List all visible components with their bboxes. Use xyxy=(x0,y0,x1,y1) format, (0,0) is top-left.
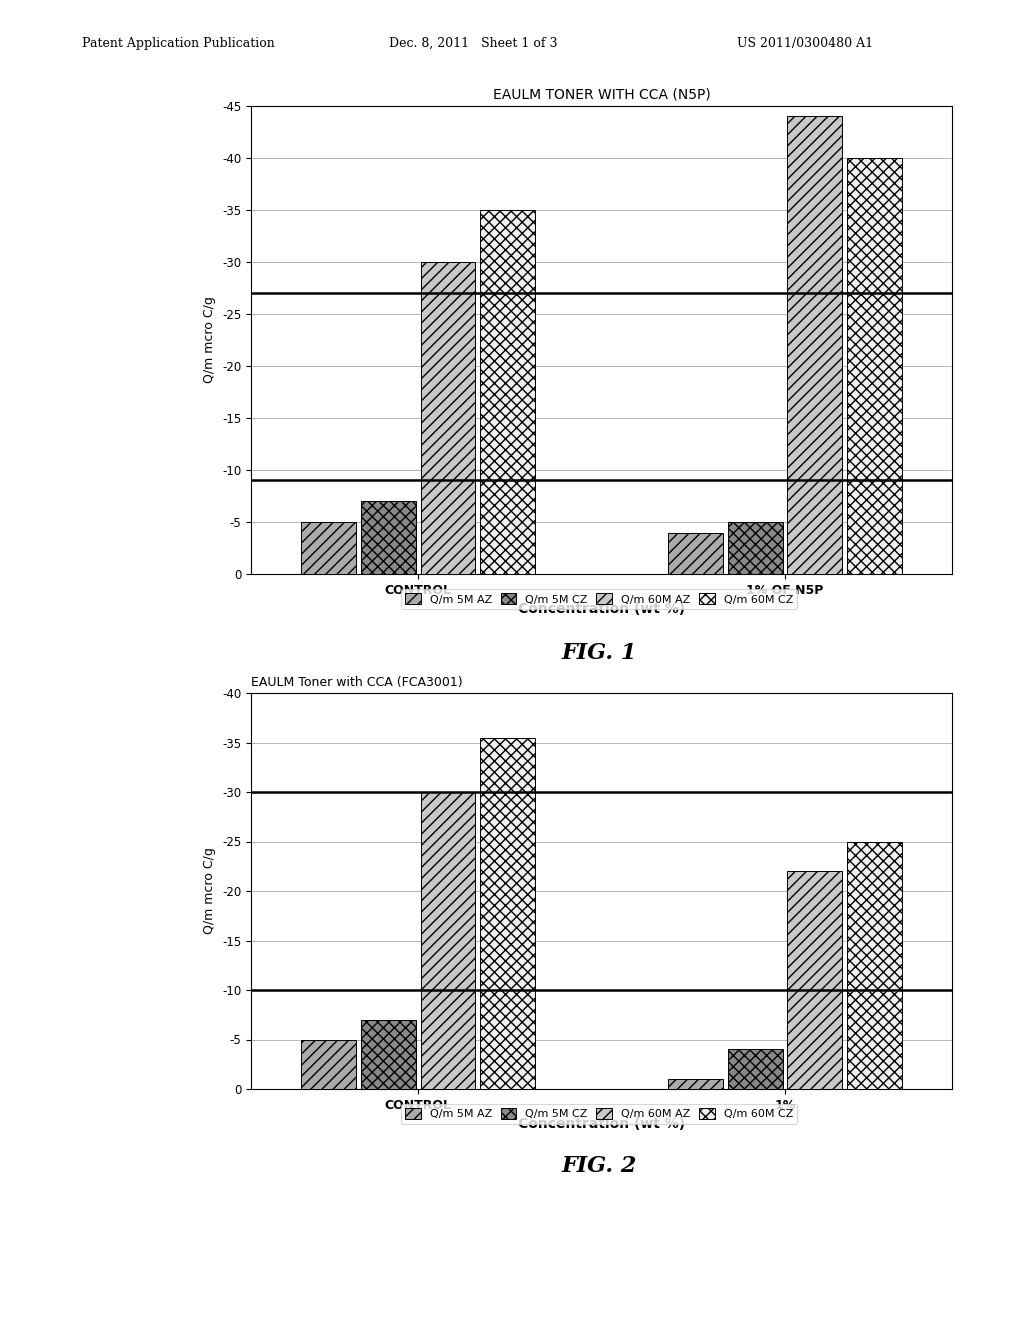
Bar xyxy=(668,1080,723,1089)
Bar xyxy=(360,1020,416,1089)
Bar xyxy=(728,1049,782,1089)
Bar xyxy=(787,871,843,1089)
Bar xyxy=(421,261,475,574)
Text: Patent Application Publication: Patent Application Publication xyxy=(82,37,274,50)
Bar xyxy=(728,523,782,574)
Bar xyxy=(847,842,902,1089)
Text: US 2011/0300480 A1: US 2011/0300480 A1 xyxy=(737,37,873,50)
Bar xyxy=(787,116,843,574)
Text: FIG. 2: FIG. 2 xyxy=(561,1155,637,1177)
Text: EAULM Toner with CCA (FCA3001): EAULM Toner with CCA (FCA3001) xyxy=(251,676,463,689)
Text: Dec. 8, 2011   Sheet 1 of 3: Dec. 8, 2011 Sheet 1 of 3 xyxy=(389,37,558,50)
Bar xyxy=(301,1040,356,1089)
Legend: Q/m 5M AZ, Q/m 5M CZ, Q/m 60M AZ, Q/m 60M CZ: Q/m 5M AZ, Q/m 5M CZ, Q/m 60M AZ, Q/m 60… xyxy=(400,589,798,609)
X-axis label: Concentration (wt %): Concentration (wt %) xyxy=(518,1117,685,1131)
Bar xyxy=(360,502,416,574)
Bar xyxy=(421,792,475,1089)
Legend: Q/m 5M AZ, Q/m 5M CZ, Q/m 60M AZ, Q/m 60M CZ: Q/m 5M AZ, Q/m 5M CZ, Q/m 60M AZ, Q/m 60… xyxy=(400,1104,798,1123)
Y-axis label: Q/m mcro C/g: Q/m mcro C/g xyxy=(204,847,216,935)
Bar xyxy=(668,532,723,574)
Bar xyxy=(301,523,356,574)
Y-axis label: Q/m mcro C/g: Q/m mcro C/g xyxy=(204,297,216,383)
X-axis label: Concentration (wt %): Concentration (wt %) xyxy=(518,602,685,616)
Text: FIG. 1: FIG. 1 xyxy=(561,642,637,664)
Bar xyxy=(480,210,536,574)
Title: EAULM TONER WITH CCA (N5P): EAULM TONER WITH CCA (N5P) xyxy=(493,87,711,102)
Bar xyxy=(480,738,536,1089)
Bar xyxy=(847,157,902,574)
